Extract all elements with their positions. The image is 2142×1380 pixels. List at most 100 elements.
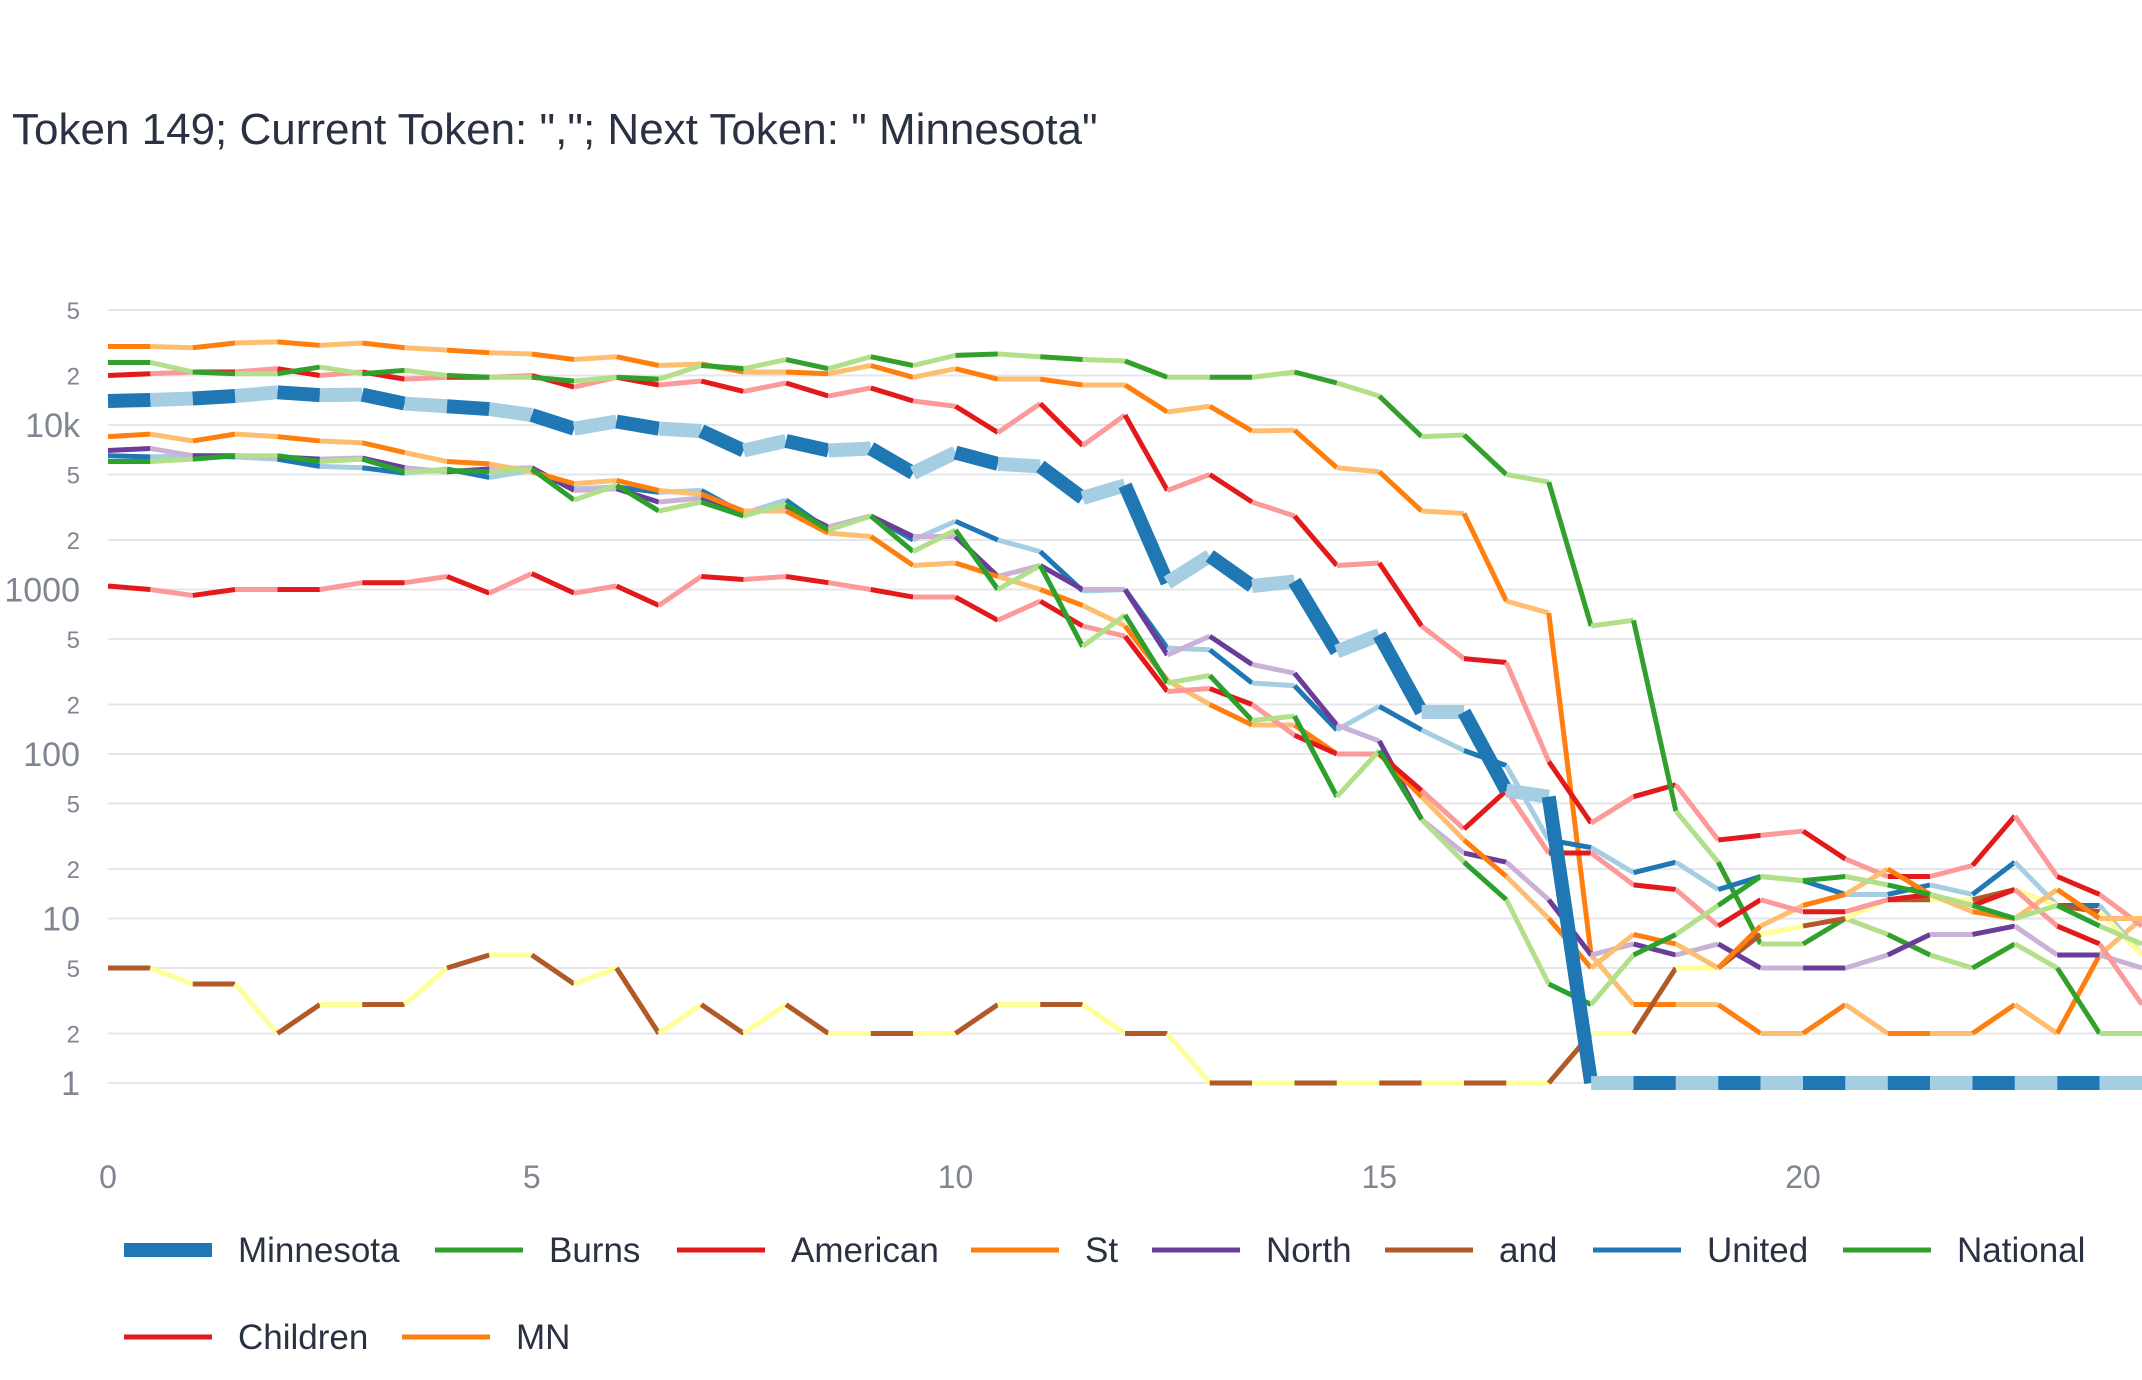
series-segment	[1377, 561, 1424, 628]
series-segment	[1802, 874, 1846, 884]
series-segment	[870, 587, 914, 600]
series-segment	[1205, 550, 1257, 592]
series-segment	[107, 392, 151, 408]
series-segment	[107, 583, 151, 592]
legend-item-mn: MN	[402, 1318, 570, 1357]
legend-item-minnesota: Minnesota	[124, 1231, 400, 1270]
y-tick-label: 2	[67, 1021, 80, 1048]
series-segment	[954, 366, 999, 382]
series-segment	[1207, 673, 1254, 723]
y-tick-label: 5	[67, 463, 80, 490]
series-segment	[573, 583, 617, 596]
series-segment	[2014, 903, 2058, 921]
series-segment	[277, 364, 321, 377]
series-segment	[1251, 713, 1295, 723]
series-segment	[1971, 941, 2017, 971]
series-segment	[1504, 860, 1551, 902]
series-segment	[615, 583, 660, 608]
series-segment	[1674, 903, 1720, 937]
series-segment	[1461, 512, 1509, 603]
series-segment	[1251, 574, 1296, 593]
series-segment	[658, 499, 702, 514]
series-segment	[1462, 838, 1509, 879]
series-segment	[827, 385, 872, 399]
y-tick-label: 5	[67, 792, 80, 819]
series-segment	[743, 380, 787, 394]
series-segment	[699, 1002, 746, 1036]
series-segment	[1082, 357, 1126, 364]
series-segment	[1801, 916, 1847, 947]
series-segment	[1971, 887, 2016, 908]
series-segment	[530, 467, 576, 503]
series-segment	[1541, 795, 1599, 1085]
series-segment	[997, 456, 1041, 474]
series-segment	[1546, 481, 1594, 627]
series-segment	[149, 360, 194, 375]
series-segment	[2097, 942, 2142, 1006]
series-mn	[108, 339, 2142, 1036]
series-segment	[615, 478, 660, 493]
series-national	[108, 351, 2142, 1036]
series-segment	[910, 446, 959, 480]
series-segment	[2056, 903, 2101, 929]
series-segment	[319, 340, 363, 348]
series-segment	[1292, 684, 1339, 732]
series-segment	[827, 580, 872, 592]
series-segment	[234, 385, 279, 404]
series-segment	[1802, 892, 1847, 908]
series-segment	[997, 351, 1041, 360]
series-segment	[1716, 897, 1762, 929]
series-segment	[192, 369, 236, 377]
series-segment	[658, 487, 702, 497]
series-segment	[404, 345, 448, 353]
series-segment	[446, 458, 490, 467]
series-segment	[1590, 617, 1634, 629]
series-segment	[277, 385, 321, 403]
series-segment	[1377, 394, 1424, 439]
series-segment	[1036, 460, 1087, 504]
series-segment	[1122, 413, 1170, 492]
series-segment	[1589, 794, 1635, 826]
series-segment	[488, 402, 533, 422]
series-segment	[614, 966, 661, 1035]
series-segment	[701, 363, 744, 372]
x-tick-label: 5	[523, 1159, 541, 1195]
series-segment	[870, 363, 914, 380]
series-segment	[1252, 427, 1295, 434]
series-segment	[1505, 598, 1550, 616]
series-segment	[1843, 1002, 1890, 1036]
series-segment	[997, 537, 1041, 555]
series-segment	[235, 339, 278, 346]
series-segment	[2056, 874, 2101, 897]
series-segment	[1887, 882, 1931, 897]
legend-item-north: North	[1152, 1231, 1352, 1270]
series-segment	[1970, 860, 2017, 897]
series-segment	[1122, 613, 1170, 685]
series-segment	[1039, 563, 1084, 592]
y-tick-label: 2	[67, 692, 80, 719]
series-segment	[1504, 764, 1551, 842]
series-segment	[700, 499, 745, 519]
series-segment	[1673, 809, 1721, 864]
series-segment	[1675, 941, 1719, 958]
series-segment	[1421, 508, 1465, 516]
series-segment	[1335, 748, 1382, 799]
series-segment	[1336, 465, 1380, 475]
series-segment	[1166, 472, 1211, 493]
series-segment	[827, 513, 872, 533]
series-segment	[869, 514, 915, 554]
series-segment	[1208, 472, 1254, 505]
series-segment	[1039, 376, 1083, 388]
legend-label: Minnesota	[238, 1231, 400, 1270]
series-segment	[1208, 647, 1254, 686]
series-segment	[361, 440, 406, 455]
series-segment	[2013, 887, 2059, 928]
series-segment	[531, 374, 575, 384]
series-segment	[1929, 863, 1974, 879]
series-segment	[2055, 966, 2102, 1035]
series-minnesota	[107, 385, 2142, 1090]
series-segment	[1462, 860, 1509, 902]
y-tick-label: 2	[67, 363, 80, 390]
series-segment	[1716, 874, 1763, 908]
series-segment	[192, 453, 236, 462]
